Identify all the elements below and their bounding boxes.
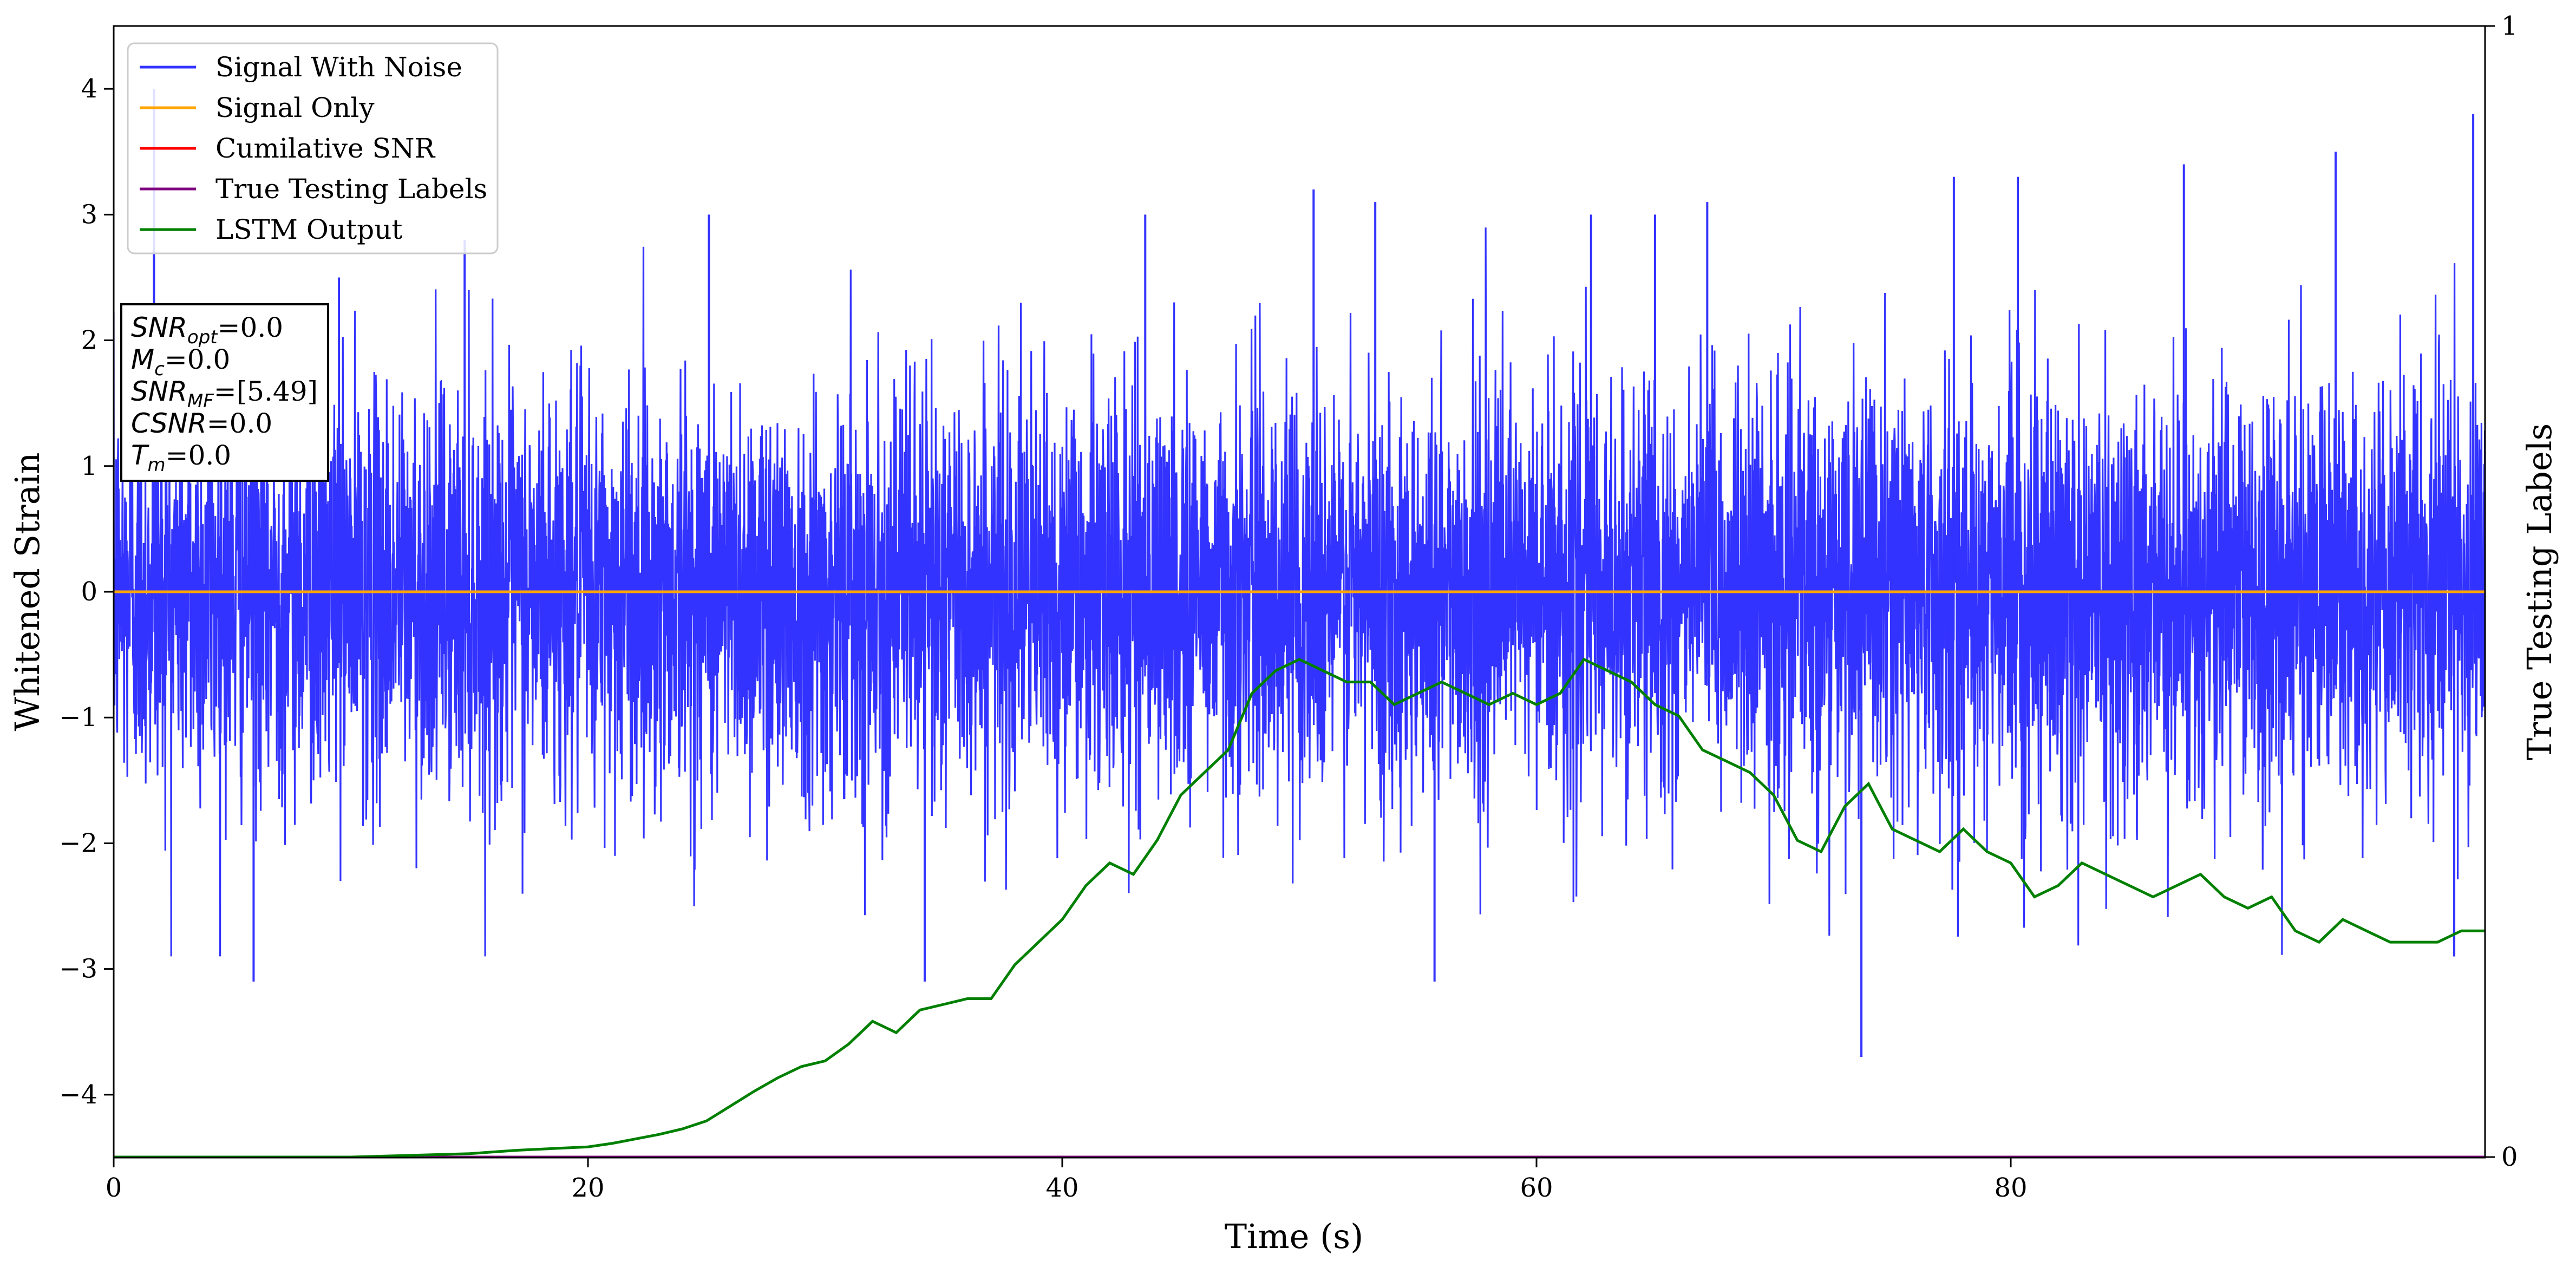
x-tick-label: 80 [1994, 1173, 2027, 1203]
noise-spikes [153, 89, 2475, 1057]
y-tick-label: 3 [81, 199, 97, 230]
annotation-line: Mc=0.0 [131, 344, 230, 380]
annotation-line: Tm=0.0 [131, 440, 231, 476]
x-axis: 0 20 40 60 80 [106, 1158, 2028, 1203]
y2-tick-label: 0 [2501, 1142, 2518, 1172]
legend-label: LSTM Output [215, 214, 402, 245]
x-axis-label: Time (s) [1225, 1217, 1364, 1256]
y-axis-left: −4 −3 −2 −1 0 1 2 3 4 [59, 74, 114, 1110]
annotation-line: SNRMF=[5.49] [131, 376, 318, 412]
legend: Signal With Noise Signal Only Cumilative S… [127, 42, 499, 254]
annotation-line: SNRopt=0.0 [131, 312, 283, 348]
y-tick-label: 4 [81, 74, 97, 104]
y-axis-right: 01 [2485, 11, 2518, 1172]
annotation-line: CSNR=0.0 [131, 408, 272, 439]
y-tick-label: −1 [59, 702, 97, 733]
series-signal-with-noise [114, 227, 2485, 957]
y-tick-label: 2 [81, 325, 97, 356]
legend-label: Signal With Noise [215, 51, 462, 83]
x-tick-label: 0 [106, 1173, 122, 1203]
legend-box [127, 42, 499, 254]
x-tick-label: 40 [1045, 1173, 1078, 1203]
x-tick-label: 60 [1520, 1173, 1553, 1203]
y2-tick-label: 1 [2501, 11, 2518, 41]
legend-label: Cumilative SNR [215, 133, 435, 164]
y-tick-label: −4 [59, 1080, 97, 1110]
legend-label: Signal Only [215, 92, 375, 123]
y-tick-label: −2 [59, 828, 97, 858]
y-tick-label: −3 [59, 954, 97, 984]
annotation-box: SNRopt=0.0Mc=0.0SNRMF=[5.49]CSNR=0.0Tm=0… [120, 303, 329, 482]
y2-axis-label: True Testing Labels [2520, 423, 2559, 761]
y-tick-label: 1 [81, 451, 97, 481]
legend-label: True Testing Labels [215, 173, 487, 205]
x-tick-label: 20 [571, 1173, 604, 1203]
y-tick-label: 0 [81, 577, 97, 607]
y-axis-label: Whitened Strain [8, 453, 47, 731]
series-lstm-output [114, 657, 2485, 1158]
